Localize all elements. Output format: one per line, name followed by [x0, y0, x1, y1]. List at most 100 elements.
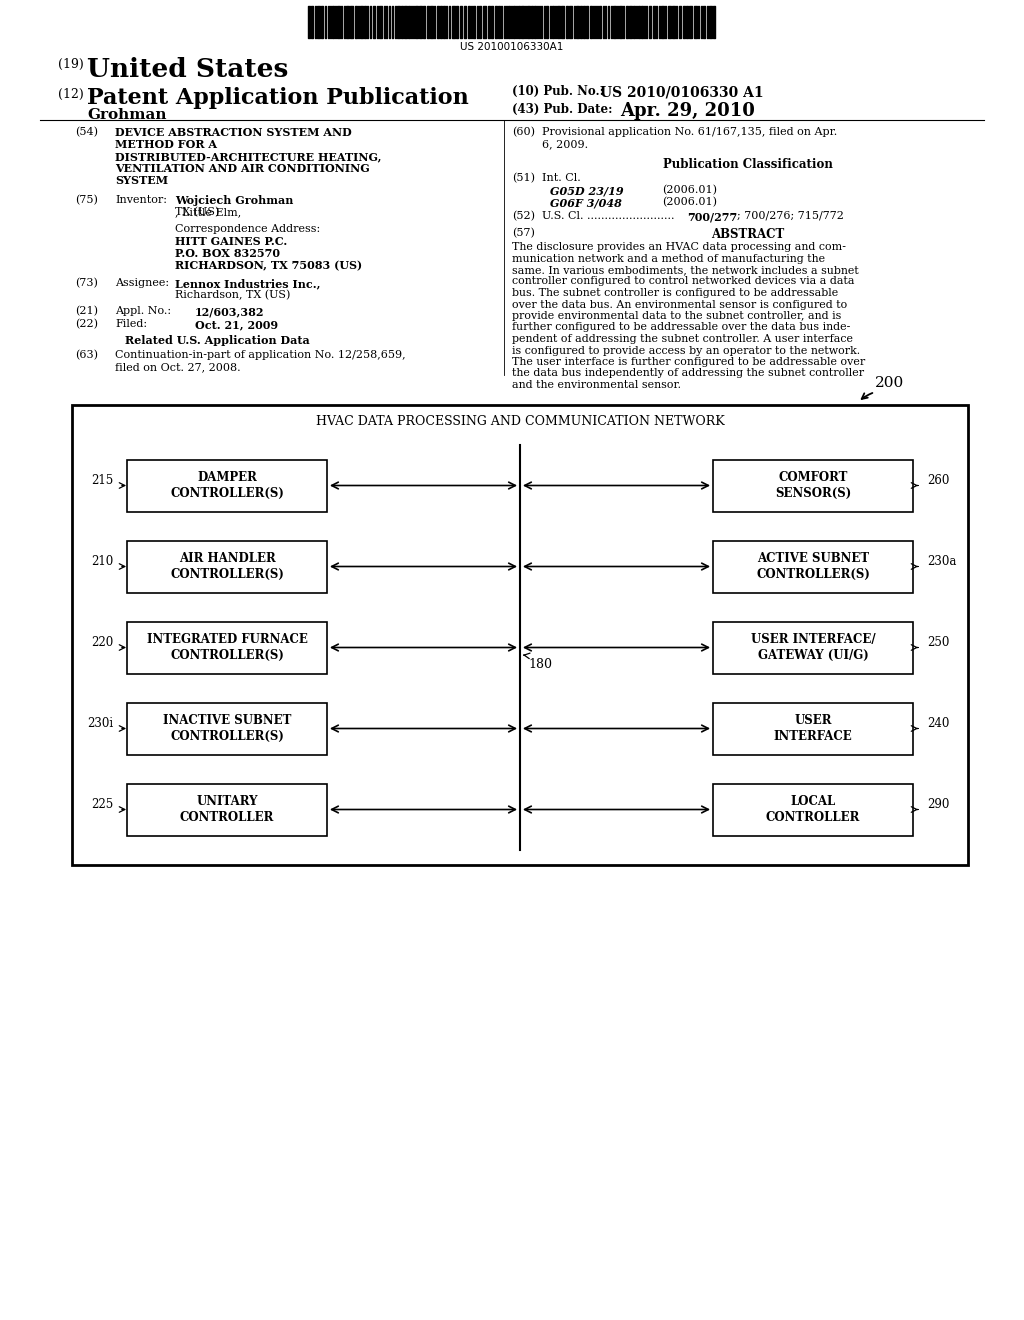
Text: US 20100106330A1: US 20100106330A1 — [461, 42, 563, 51]
Text: (60): (60) — [512, 127, 535, 137]
Text: 200: 200 — [874, 376, 904, 389]
Text: 240: 240 — [927, 717, 949, 730]
Text: UNITARY
CONTROLLER: UNITARY CONTROLLER — [180, 795, 274, 824]
Text: (2006.01): (2006.01) — [662, 185, 717, 195]
Text: DAMPER
CONTROLLER(S): DAMPER CONTROLLER(S) — [170, 471, 284, 500]
Text: TX (US): TX (US) — [175, 207, 219, 218]
Text: (63): (63) — [75, 350, 98, 360]
Text: U.S. Cl.: U.S. Cl. — [542, 211, 584, 220]
Text: G06F 3/048: G06F 3/048 — [550, 197, 622, 209]
Text: HVAC DATA PROCESSING AND COMMUNICATION NETWORK: HVAC DATA PROCESSING AND COMMUNICATION N… — [315, 414, 724, 428]
Bar — [713, 540, 913, 593]
Text: filed on Oct. 27, 2008.: filed on Oct. 27, 2008. — [115, 362, 241, 372]
Text: 215: 215 — [91, 474, 113, 487]
Text: Inventor:: Inventor: — [115, 195, 167, 205]
Text: and the environmental sensor.: and the environmental sensor. — [512, 380, 681, 389]
Bar — [713, 459, 913, 511]
Text: Correspondence Address:: Correspondence Address: — [175, 224, 321, 234]
Text: the data bus independently of addressing the subnet controller: the data bus independently of addressing… — [512, 368, 864, 379]
Text: (12): (12) — [58, 88, 84, 102]
Text: (2006.01): (2006.01) — [662, 197, 717, 207]
Text: Oct. 21, 2009: Oct. 21, 2009 — [195, 319, 279, 330]
Text: (43) Pub. Date:: (43) Pub. Date: — [512, 103, 612, 116]
Text: P.O. BOX 832570: P.O. BOX 832570 — [175, 248, 280, 259]
Text: controller configured to control networked devices via a data: controller configured to control network… — [512, 276, 854, 286]
Bar — [127, 459, 327, 511]
Bar — [72, 405, 968, 865]
Text: 210: 210 — [91, 554, 113, 568]
Text: Publication Classification: Publication Classification — [664, 158, 833, 172]
Text: Assignee:: Assignee: — [115, 279, 169, 288]
Text: The user interface is further configured to be addressable over: The user interface is further configured… — [512, 356, 865, 367]
Text: DISTRIBUTED-ARCHITECTURE HEATING,: DISTRIBUTED-ARCHITECTURE HEATING, — [115, 150, 382, 162]
Text: Int. Cl.: Int. Cl. — [542, 173, 581, 183]
Text: Appl. No.:: Appl. No.: — [115, 306, 171, 315]
Text: VENTILATION AND AIR CONDITIONING: VENTILATION AND AIR CONDITIONING — [115, 162, 370, 174]
Text: (57): (57) — [512, 228, 535, 239]
Bar — [127, 540, 327, 593]
Text: HITT GAINES P.C.: HITT GAINES P.C. — [175, 236, 288, 247]
Text: , Little Elm,: , Little Elm, — [175, 207, 242, 216]
Text: LOCAL
CONTROLLER: LOCAL CONTROLLER — [766, 795, 860, 824]
Text: 700/277: 700/277 — [687, 211, 737, 222]
Text: 230a: 230a — [927, 554, 956, 568]
Text: 290: 290 — [927, 799, 949, 810]
Text: Grohman: Grohman — [87, 108, 167, 121]
Text: SYSTEM: SYSTEM — [115, 176, 168, 186]
Text: (73): (73) — [75, 279, 98, 288]
Text: over the data bus. An environmental sensor is configured to: over the data bus. An environmental sens… — [512, 300, 847, 309]
Text: same. In various embodiments, the network includes a subnet: same. In various embodiments, the networ… — [512, 265, 859, 275]
Text: RICHARDSON, TX 75083 (US): RICHARDSON, TX 75083 (US) — [175, 260, 362, 271]
Text: Richardson, TX (US): Richardson, TX (US) — [175, 290, 291, 301]
Bar — [127, 784, 327, 836]
Text: The disclosure provides an HVAC data processing and com-: The disclosure provides an HVAC data pro… — [512, 242, 846, 252]
Text: (10) Pub. No.:: (10) Pub. No.: — [512, 84, 604, 98]
Text: ABSTRACT: ABSTRACT — [712, 228, 784, 242]
Text: bus. The subnet controller is configured to be addressable: bus. The subnet controller is configured… — [512, 288, 839, 298]
Text: (52): (52) — [512, 211, 535, 222]
Text: Lennox Industries Inc.,: Lennox Industries Inc., — [175, 279, 321, 289]
Text: INTEGRATED FURNACE
CONTROLLER(S): INTEGRATED FURNACE CONTROLLER(S) — [146, 634, 307, 663]
Text: .........................: ......................... — [587, 211, 675, 220]
Bar — [713, 702, 913, 755]
Text: AIR HANDLER
CONTROLLER(S): AIR HANDLER CONTROLLER(S) — [170, 552, 284, 581]
Text: 12/603,382: 12/603,382 — [195, 306, 264, 317]
Text: further configured to be addressable over the data bus inde-: further configured to be addressable ove… — [512, 322, 850, 333]
Text: 250: 250 — [927, 636, 949, 649]
Text: 225: 225 — [91, 799, 113, 810]
Text: (21): (21) — [75, 306, 98, 317]
Text: Patent Application Publication: Patent Application Publication — [87, 87, 469, 110]
Text: provide environmental data to the subnet controller, and is: provide environmental data to the subnet… — [512, 312, 842, 321]
Text: COMFORT
SENSOR(S): COMFORT SENSOR(S) — [775, 471, 851, 500]
Text: USER
INTERFACE: USER INTERFACE — [773, 714, 852, 743]
Text: 6, 2009.: 6, 2009. — [542, 139, 588, 149]
Text: is configured to provide access by an operator to the network.: is configured to provide access by an op… — [512, 346, 860, 355]
Text: (51): (51) — [512, 173, 535, 183]
Text: DEVICE ABSTRACTION SYSTEM AND: DEVICE ABSTRACTION SYSTEM AND — [115, 127, 352, 139]
Bar — [713, 784, 913, 836]
Text: 220: 220 — [91, 636, 113, 649]
Text: INACTIVE SUBNET
CONTROLLER(S): INACTIVE SUBNET CONTROLLER(S) — [163, 714, 291, 743]
Bar — [127, 622, 327, 673]
Text: (75): (75) — [75, 195, 98, 206]
Text: USER INTERFACE/
GATEWAY (UI/G): USER INTERFACE/ GATEWAY (UI/G) — [751, 634, 876, 663]
Text: Provisional application No. 61/167,135, filed on Apr.: Provisional application No. 61/167,135, … — [542, 127, 838, 137]
Text: United States: United States — [87, 57, 289, 82]
Bar — [713, 622, 913, 673]
Text: 230i: 230i — [87, 717, 113, 730]
Text: G05D 23/19: G05D 23/19 — [550, 185, 624, 195]
Text: 260: 260 — [927, 474, 949, 487]
Bar — [127, 702, 327, 755]
Text: Apr. 29, 2010: Apr. 29, 2010 — [620, 102, 755, 120]
Text: METHOD FOR A: METHOD FOR A — [115, 139, 217, 150]
Text: Related U.S. Application Data: Related U.S. Application Data — [125, 335, 309, 346]
Text: Wojciech Grohman: Wojciech Grohman — [175, 195, 293, 206]
Text: Continuation-in-part of application No. 12/258,659,: Continuation-in-part of application No. … — [115, 350, 406, 360]
Text: 180: 180 — [528, 657, 552, 671]
Text: pendent of addressing the subnet controller. A user interface: pendent of addressing the subnet control… — [512, 334, 853, 345]
Text: (19): (19) — [58, 58, 84, 71]
Text: ; 700/276; 715/772: ; 700/276; 715/772 — [737, 211, 844, 220]
Text: (54): (54) — [75, 127, 98, 137]
Text: munication network and a method of manufacturing the: munication network and a method of manuf… — [512, 253, 825, 264]
Text: Filed:: Filed: — [115, 319, 147, 329]
